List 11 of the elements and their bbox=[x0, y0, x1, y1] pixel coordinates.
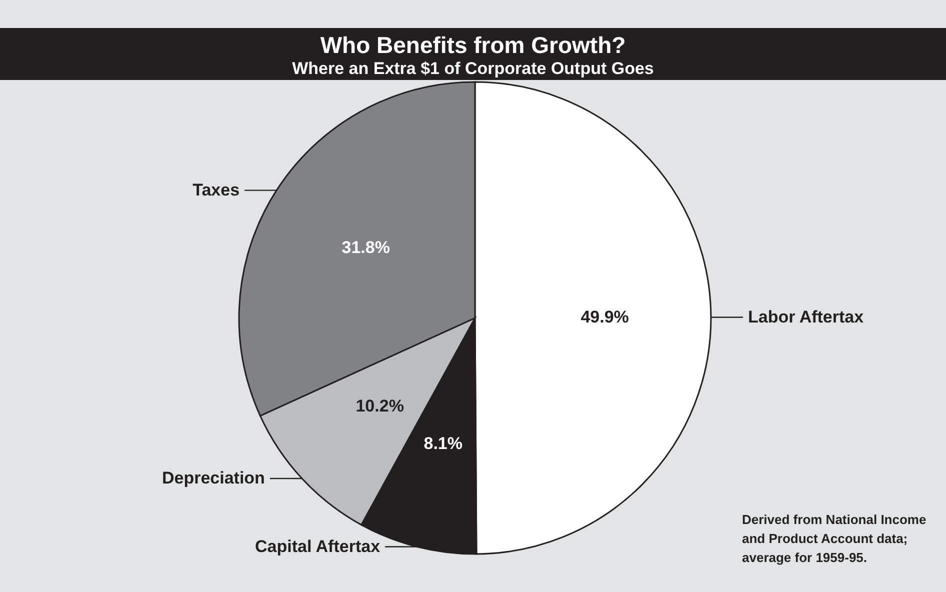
chart-title: Who Benefits from Growth? bbox=[320, 32, 626, 58]
chart-subtitle: Where an Extra $1 of Corporate Output Goes bbox=[292, 59, 654, 78]
data-label: 10.2% bbox=[356, 396, 404, 416]
data-label: 8.1% bbox=[424, 434, 462, 453]
slice-label: Depreciation bbox=[162, 468, 265, 488]
data-label: 49.9% bbox=[580, 308, 629, 327]
data-label: 31.8% bbox=[342, 238, 390, 257]
text: Derived from National Income and Product Account data; average for 1959-95. bbox=[742, 512, 926, 565]
slice-label: Capital Aftertax bbox=[255, 536, 381, 556]
slice-label: Labor Aftertax bbox=[748, 307, 864, 326]
slice-label: Taxes bbox=[192, 180, 240, 200]
